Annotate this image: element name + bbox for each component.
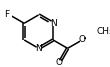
FancyBboxPatch shape <box>57 61 61 64</box>
Text: N: N <box>50 19 57 28</box>
Text: F: F <box>5 10 10 19</box>
FancyBboxPatch shape <box>80 38 84 42</box>
Text: N: N <box>35 44 42 53</box>
Text: O: O <box>56 58 63 67</box>
FancyBboxPatch shape <box>8 13 12 16</box>
FancyBboxPatch shape <box>51 22 55 25</box>
FancyBboxPatch shape <box>37 47 41 50</box>
FancyBboxPatch shape <box>96 31 97 32</box>
Text: CH₃: CH₃ <box>97 27 110 36</box>
Text: O: O <box>79 36 86 44</box>
